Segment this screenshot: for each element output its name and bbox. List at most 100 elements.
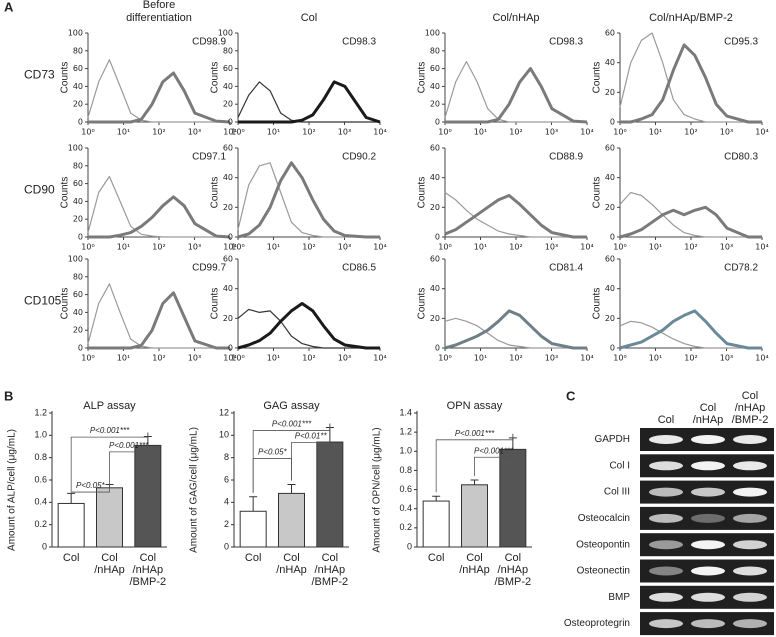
error-bar xyxy=(432,495,441,502)
gel-band xyxy=(649,540,683,550)
y-axis-label: Counts xyxy=(60,288,71,320)
x-tick-label: 10⁰ xyxy=(231,354,244,363)
annotation: CD98.3 xyxy=(549,37,583,48)
y-axis-label: Amount of OPN/cell (μg/mL) xyxy=(372,427,383,552)
annotation: CD78.2 xyxy=(724,263,758,274)
y-tick-label: 80 xyxy=(223,46,233,55)
bar xyxy=(316,441,344,548)
significance-bracket xyxy=(474,433,514,476)
x-tick-label: 10³ xyxy=(720,128,733,137)
gel-band xyxy=(733,435,767,444)
gel-band xyxy=(733,513,767,523)
x-tick-label: 10⁰ xyxy=(231,128,244,137)
x-tick-label: 10² xyxy=(684,354,697,363)
histogram-curve xyxy=(237,308,380,349)
y-tick-label: 20 xyxy=(430,203,440,212)
x-tick-label: 10³ xyxy=(338,128,351,137)
y-axis-label: Counts xyxy=(592,288,603,320)
column-header: Before differentiation xyxy=(126,0,192,24)
y-axis-label: Counts xyxy=(210,62,221,94)
y-tick-label: 0 xyxy=(435,118,440,127)
x-tick-label: 10² xyxy=(509,243,522,252)
annotation: CD97.1 xyxy=(192,152,226,163)
bar xyxy=(461,484,488,548)
x-tick-label: 10⁴ xyxy=(223,243,236,252)
x-tick-label: 10⁰ xyxy=(231,243,244,252)
x-tick-label: 10⁴ xyxy=(223,354,236,363)
error-bar xyxy=(67,492,76,504)
gel-band xyxy=(733,592,767,602)
x-tick-label: Col/nHAp xyxy=(459,552,490,576)
panel-label: A xyxy=(4,0,14,14)
y-tick-label: 40 xyxy=(73,82,83,91)
x-tick-label: 10³ xyxy=(188,354,201,363)
y-tick-label: 100 xyxy=(218,29,233,38)
annotation: CD88.9 xyxy=(549,152,583,163)
x-tick-label: 10³ xyxy=(720,354,733,363)
x-tick-label: 10¹ xyxy=(267,128,280,137)
gel-band xyxy=(733,566,767,576)
y-tick-label: 0 xyxy=(228,344,233,353)
x-tick-label: 10⁴ xyxy=(223,128,236,137)
y-tick-label: 0 xyxy=(42,541,47,551)
annotation: CD99.7 xyxy=(192,263,226,274)
y-axis-label: Counts xyxy=(417,62,428,94)
gene-label: Osteoprotegrin xyxy=(564,618,630,629)
gel-band xyxy=(691,566,725,576)
annotation: CD95.3 xyxy=(724,37,758,48)
annotation: CD90.2 xyxy=(342,152,376,163)
y-tick-label: 0 xyxy=(407,541,412,551)
histogram-curve xyxy=(619,320,762,349)
significance-bracket xyxy=(252,458,292,493)
bar xyxy=(422,500,450,548)
gel-band xyxy=(649,487,683,497)
x-tick-label: 10⁰ xyxy=(613,354,626,363)
significance-label: P<0.05* xyxy=(258,448,288,457)
y-tick-label: 1.0 xyxy=(399,446,412,456)
bar xyxy=(57,502,85,548)
y-tick-label: 0 xyxy=(435,344,440,353)
y-tick-label: 0.8 xyxy=(34,452,47,462)
y-tick-label: 40 xyxy=(223,284,233,293)
panel-label: B xyxy=(4,388,13,403)
y-tick-label: 20 xyxy=(605,314,615,323)
y-tick-label: 0.8 xyxy=(399,465,412,475)
y-axis-label: Counts xyxy=(60,62,71,94)
x-tick-label: 10¹ xyxy=(649,243,662,252)
gene-label: Osteopontin xyxy=(576,539,630,550)
x-tick-label: 10⁴ xyxy=(580,128,593,137)
y-tick-label: 6 xyxy=(224,474,229,484)
y-axis-label: Counts xyxy=(417,288,428,320)
significance-label: P<0.001*** xyxy=(272,420,312,429)
gel-band xyxy=(691,487,725,497)
gel-band xyxy=(691,513,725,523)
x-tick-label: 10⁰ xyxy=(438,354,451,363)
gel-band xyxy=(733,619,767,629)
y-axis-label: Counts xyxy=(417,177,428,209)
chart-title: OPN assay xyxy=(447,400,503,412)
x-tick-label: 10⁴ xyxy=(755,128,768,137)
significance-label: P<0.001*** xyxy=(109,441,149,450)
y-tick-label: 10 xyxy=(219,430,229,440)
bar xyxy=(96,487,123,548)
y-tick-label: 60 xyxy=(430,255,440,264)
x-tick-label: 10³ xyxy=(338,243,351,252)
significance-label: P<0.05* xyxy=(76,481,106,490)
y-tick-label: 60 xyxy=(430,64,440,73)
error-bar xyxy=(287,483,296,494)
histogram-curve xyxy=(444,192,587,238)
x-tick-label: 10² xyxy=(152,243,165,252)
y-tick-label: 20 xyxy=(223,100,233,109)
histogram-curve xyxy=(238,80,381,124)
y-tick-label: 2 xyxy=(224,519,229,529)
gene-label: GAPDH xyxy=(594,434,630,445)
y-tick-label: 0.6 xyxy=(34,474,47,484)
y-tick-label: 40 xyxy=(73,197,83,206)
x-tick-label: 10¹ xyxy=(474,354,487,363)
gel-band xyxy=(649,566,683,576)
y-tick-label: 0 xyxy=(610,344,615,353)
significance-label: P<0.001*** xyxy=(455,429,495,438)
significance-bracket xyxy=(291,423,331,481)
gene-label: Osteonectin xyxy=(577,566,630,577)
histogram-curve xyxy=(237,302,380,350)
